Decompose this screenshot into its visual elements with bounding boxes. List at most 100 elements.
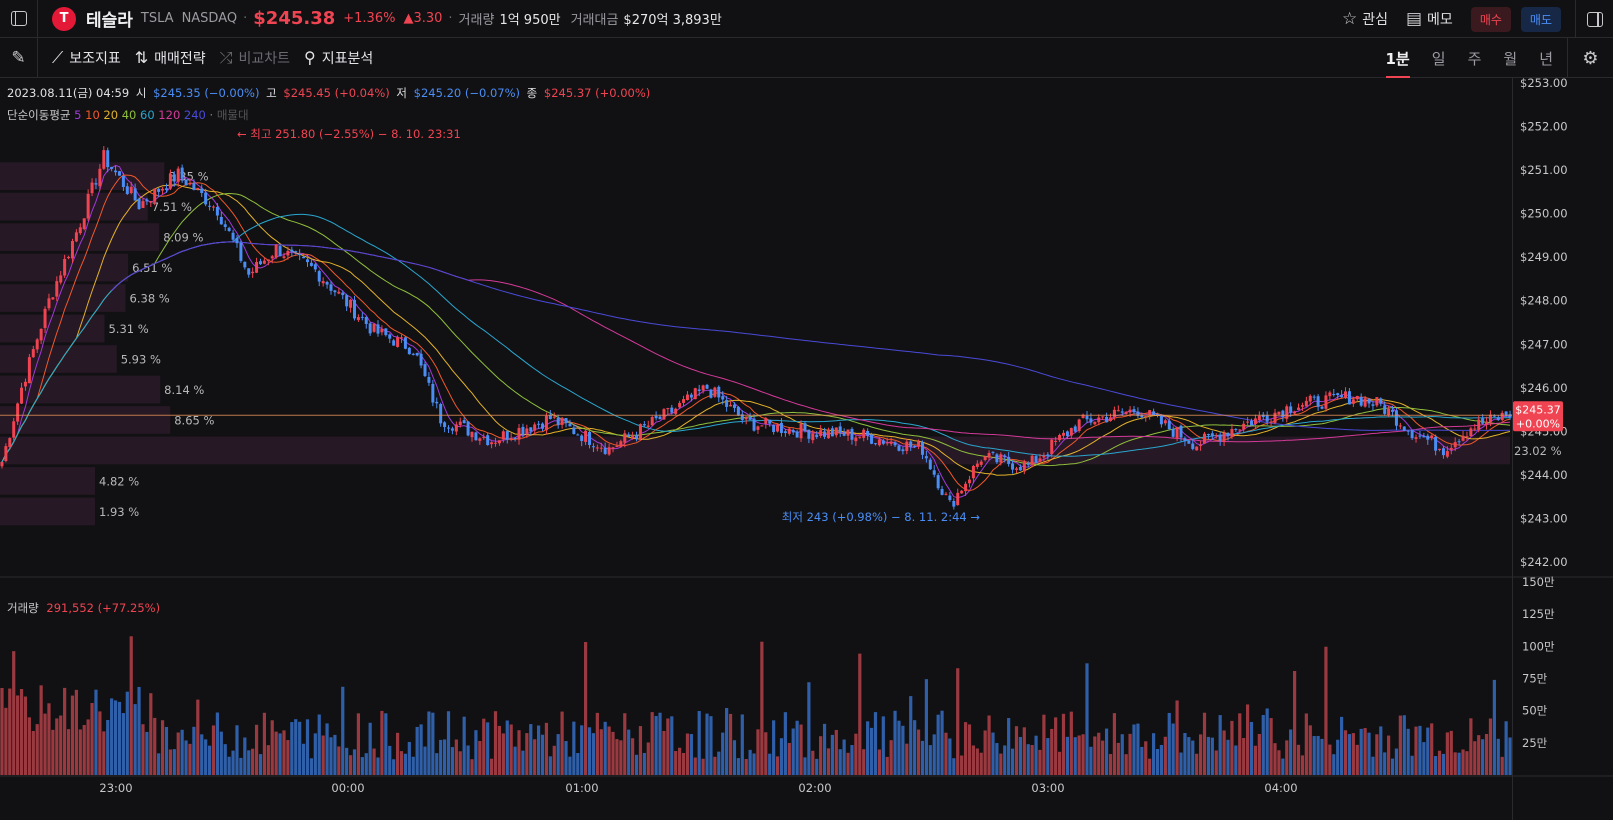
candle-body xyxy=(501,431,505,440)
moving-average-legend[interactable]: 단순이동평균 5 10 20 40 60 120 240 · 매물대 xyxy=(7,107,249,123)
timeframe-week[interactable]: 주 xyxy=(1467,49,1482,68)
volume-bar xyxy=(1136,723,1140,775)
volume-bar xyxy=(266,745,270,775)
volume-bar xyxy=(337,746,341,775)
chart-settings-button[interactable]: ⚙ xyxy=(1567,38,1613,78)
volume-bar xyxy=(662,730,666,775)
candle-body xyxy=(1418,435,1422,437)
timeframe-1min[interactable]: 1분 xyxy=(1385,38,1411,78)
candle-body xyxy=(650,417,654,426)
candle-body xyxy=(157,188,161,192)
timeframe-year[interactable]: 년 xyxy=(1539,49,1553,68)
sell-button[interactable]: 매도 xyxy=(1520,6,1561,32)
candle-body xyxy=(1018,466,1022,471)
volume-bar xyxy=(564,741,568,775)
strategy-button[interactable]: ⇅ 매매전략 xyxy=(135,48,206,68)
volume-bar xyxy=(1132,724,1136,775)
volume-axis-tick: 25만 xyxy=(1522,736,1548,750)
candle-body xyxy=(693,388,697,400)
buy-button[interactable]: 매수 xyxy=(1470,6,1511,32)
volume-bar xyxy=(376,757,380,775)
candle-body xyxy=(1485,421,1489,425)
volume-bar xyxy=(1285,740,1289,775)
price-tag xyxy=(1513,401,1563,432)
candle-body xyxy=(1148,410,1152,416)
candle-body xyxy=(1054,440,1058,442)
volume-bar xyxy=(1022,727,1026,775)
drawing-tool-button[interactable]: ✎ xyxy=(0,37,38,78)
candle-body xyxy=(255,261,259,273)
volume-bar xyxy=(815,758,819,775)
volume-bar xyxy=(987,715,991,775)
volume-bar xyxy=(685,733,690,775)
volume-bar xyxy=(427,711,431,775)
volume-bar xyxy=(1007,718,1011,775)
analysis-label: 지표분석 xyxy=(321,50,374,67)
indicators-button[interactable]: ⟋ 보조지표 xyxy=(52,48,121,68)
volume-bar xyxy=(450,747,455,775)
timeframe-day[interactable]: 일 xyxy=(1431,49,1446,68)
volume-bar xyxy=(431,712,435,775)
volume-bar xyxy=(846,752,850,775)
volume-bar xyxy=(486,722,490,775)
logo-letter: T xyxy=(59,11,69,26)
compare-chart-button[interactable]: ⤮ 비교차트 xyxy=(220,48,290,68)
volume-bar xyxy=(1038,749,1042,775)
volume-bar xyxy=(1324,646,1328,775)
ma-period-5: 120 xyxy=(154,108,181,122)
candle-body xyxy=(678,403,682,408)
candle-body xyxy=(948,495,952,501)
candle-body xyxy=(568,423,572,427)
volume-bar xyxy=(298,721,302,775)
low-value: $245.20 (−0.07%) xyxy=(413,86,520,100)
left-panel-toggle[interactable] xyxy=(0,0,38,38)
candle-body xyxy=(78,227,82,234)
candle-body xyxy=(862,429,866,438)
memo-label: 메모 xyxy=(1427,12,1453,28)
candle-body xyxy=(360,316,364,318)
volume-bar xyxy=(78,729,82,775)
candle-body xyxy=(983,456,987,460)
candle-body xyxy=(1081,414,1085,418)
volume-bar xyxy=(121,713,125,775)
candle-body xyxy=(1394,410,1398,426)
timeframe-month[interactable]: 월 xyxy=(1503,49,1518,68)
candle-body xyxy=(1328,392,1332,397)
volume-bar xyxy=(364,753,368,775)
right-panel-toggle[interactable] xyxy=(1575,0,1613,38)
volume-bar xyxy=(623,713,627,775)
volume-bar xyxy=(1014,726,1019,775)
candle-body xyxy=(1179,425,1183,438)
candle-body xyxy=(905,441,909,451)
ma-40-line xyxy=(1,192,1511,467)
candle-body xyxy=(305,259,309,263)
candle-body xyxy=(1379,398,1383,404)
volume-bar xyxy=(117,701,122,775)
volume-bar xyxy=(1198,734,1203,775)
high-label: 고 xyxy=(266,86,277,100)
volume-value: 1억 950만 xyxy=(499,13,561,28)
price-axis-tick: $251.00 xyxy=(1520,163,1568,177)
candle-body xyxy=(204,192,208,205)
candle-body xyxy=(642,424,646,426)
candle-body xyxy=(529,427,533,432)
candle-body xyxy=(90,182,94,194)
price-tag-percent: +0.00% xyxy=(1516,417,1560,430)
ma-period-0: 5 xyxy=(74,108,82,122)
volume-bar xyxy=(94,689,98,775)
candle-body xyxy=(258,261,262,265)
memo-button[interactable]: ▤ 메모 xyxy=(1406,9,1453,29)
shuffle-icon: ⤮ xyxy=(219,47,233,67)
volume-bar xyxy=(137,686,141,775)
candle-body xyxy=(329,284,333,291)
volume-bar xyxy=(399,751,404,775)
price-chart[interactable]: 8.35 %7.51 %8.09 %6.51 %6.38 %5.31 %5.93… xyxy=(0,78,1613,820)
watchlist-button[interactable]: ☆ 관심 xyxy=(1342,9,1388,29)
candle-body xyxy=(333,290,337,293)
candle-body xyxy=(1030,455,1034,465)
candle-body xyxy=(1007,456,1011,464)
volume-bar xyxy=(576,753,580,775)
indicator-analysis-button[interactable]: ⚲ 지표분석 xyxy=(304,48,373,68)
candle-body xyxy=(106,150,110,168)
volume-bar xyxy=(1046,738,1050,775)
